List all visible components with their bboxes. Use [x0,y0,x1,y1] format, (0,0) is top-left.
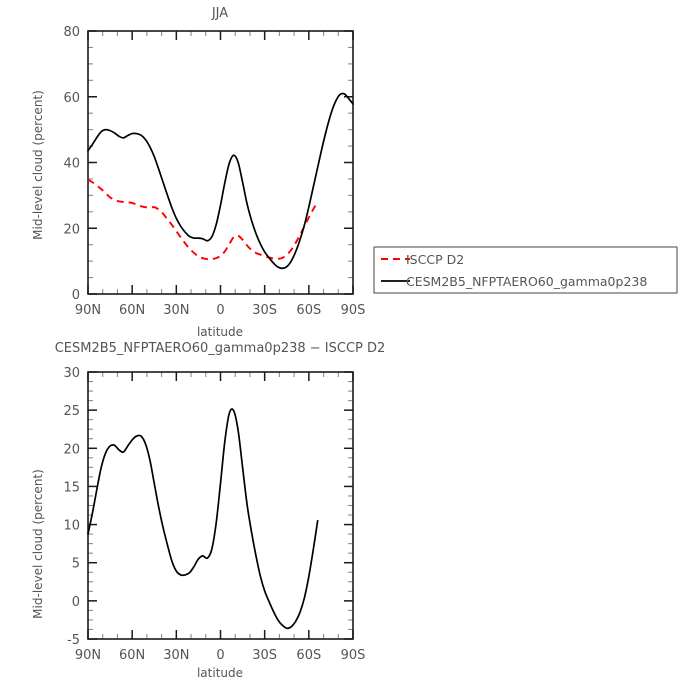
top-chart-series [87,92,354,270]
bottom-x-axis-label: latitude [197,666,243,680]
bottom-chart-title: CESM2B5_NFPTAERO60_gamma0p238 − ISCCP D2 [55,341,386,356]
x-tick-label: 60S [296,303,321,318]
bottom-plot-frame [87,371,354,640]
legend-label-model: CESM2B5_NFPTAERO60_gamma0p238 [406,274,647,289]
bottom-chart-series [87,408,319,630]
top-y-axis-label: Mid-level cloud (percent) [31,90,45,240]
legend-label-isccp: ISCCP D2 [406,252,464,267]
top-chart-panel: JJA Mid-level cloud (percent) latitude 9… [31,6,678,339]
x-tick-label: 90N [75,303,101,318]
y-tick-label: 0 [72,595,80,610]
y-tick-label: 80 [63,25,80,40]
y-tick-label: 30 [63,366,80,381]
y-tick-label: 25 [63,404,80,419]
bottom-y-axis-label: Mid-level cloud (percent) [31,469,45,619]
series-line-1 [87,408,319,630]
x-tick-label: 90S [341,648,366,663]
x-tick-label: 30N [163,303,189,318]
bottom-chart-svg: CESM2B5_NFPTAERO60_gamma0p238 − ISCCP D2… [31,341,386,680]
y-tick-label: 0 [72,288,80,303]
series-line-2 [87,92,354,270]
x-tick-label: 30S [252,303,277,318]
legend-frame [373,246,678,294]
bottom-chart-ticks [87,371,354,640]
y-tick-label: 40 [63,157,80,172]
top-chart-legend: ISCCP D2 CESM2B5_NFPTAERO60_gamma0p238 [373,246,678,294]
x-tick-label: 60S [296,648,321,663]
x-tick-label: 0 [216,303,224,318]
top-plot-frame [87,30,354,295]
y-tick-label: 15 [63,480,80,495]
x-tick-label: 30N [163,648,189,663]
y-tick-label: 20 [63,442,80,457]
y-tick-label: 10 [63,519,80,534]
y-tick-label: 20 [63,222,80,237]
x-tick-label: 90N [75,648,101,663]
top-chart-svg: JJA Mid-level cloud (percent) latitude 9… [31,6,678,339]
top-x-axis-label: latitude [197,325,243,339]
x-tick-label: 60N [119,303,145,318]
top-chart-tick-labels: 90N 60N 30N 0 30S 60S 90S 0 20 40 60 80 [63,25,365,318]
top-chart-ticks [87,30,354,295]
bottom-chart-tick-labels: 90N 60N 30N 0 30S 60S 90S -5 0 5 10 15 20 25 30 [63,366,365,663]
y-tick-label: -5 [67,633,80,648]
series-line-1 [87,178,319,261]
x-tick-label: 0 [216,648,224,663]
x-tick-label: 60N [119,648,145,663]
bottom-chart-panel: CESM2B5_NFPTAERO60_gamma0p238 − ISCCP D2… [0,332,689,689]
x-tick-label: 90S [341,303,366,318]
y-tick-label: 60 [63,91,80,106]
top-chart-title: JJA [211,6,228,21]
x-tick-label: 30S [252,648,277,663]
y-tick-label: 5 [72,557,80,572]
